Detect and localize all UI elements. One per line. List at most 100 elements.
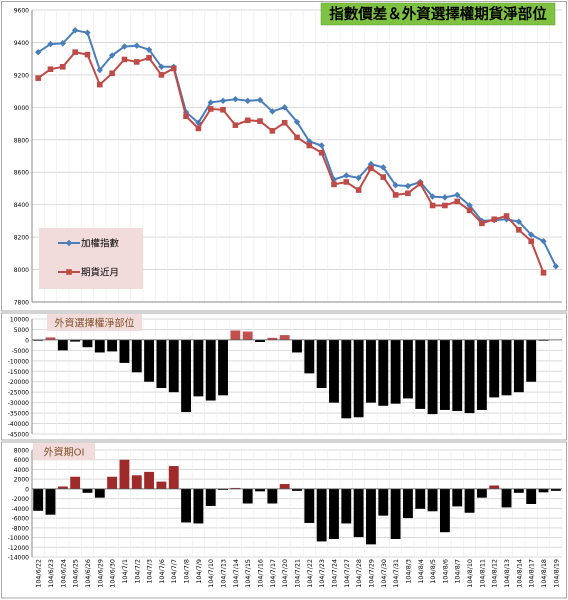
- date-tick-label: 104/7/14: [232, 559, 240, 588]
- futures-point: [318, 149, 325, 156]
- futures-point: [417, 180, 424, 187]
- legend-marker-1: [65, 239, 73, 247]
- price-tick-label: 7800: [14, 300, 29, 307]
- options-chart-frame: [1, 312, 567, 441]
- index-point: [367, 160, 375, 168]
- index-point: [404, 182, 412, 190]
- oi-chart-frame: [1, 441, 567, 599]
- futures-point: [195, 125, 202, 132]
- oi-bar: [329, 488, 339, 540]
- oi-tick-label: -4000: [12, 506, 30, 513]
- options-tick-label: -15000: [8, 369, 29, 376]
- oi-bar: [70, 476, 81, 489]
- futures-point: [392, 192, 399, 198]
- oi-bar: [501, 488, 512, 508]
- oi-bar: [341, 488, 352, 524]
- date-tick-label: 104/6/25: [72, 559, 80, 588]
- date-tick-label: 104/8/5: [429, 559, 437, 584]
- futures-point: [516, 227, 522, 233]
- futures-point: [72, 49, 78, 55]
- options-bar: [168, 339, 179, 393]
- options-bar: [82, 339, 93, 348]
- index-point: [219, 97, 227, 105]
- price-tick-label: 8800: [14, 137, 29, 144]
- futures-point: [343, 179, 350, 185]
- date-tick-label: 104/7/22: [306, 559, 314, 588]
- options-tick-label: -45000: [8, 432, 29, 439]
- oi-bar: [168, 466, 179, 489]
- oi-chart-title: 外資期OI: [44, 447, 85, 459]
- options-tick-label: -40000: [8, 421, 29, 428]
- oi-tick-label: 4000: [14, 467, 29, 474]
- futures-oi-chart: 8000 6000 4000 2000 0 -2000 -4000 -6000 -8000 -10…: [1, 441, 567, 599]
- futures-point: [479, 220, 485, 227]
- date-tick-label: 104/6/29: [96, 559, 104, 588]
- options-bar: [427, 339, 438, 415]
- date-tick-label: 104/8/7: [454, 559, 462, 584]
- price-tick-label: 9600: [14, 8, 29, 15]
- futures-point: [454, 198, 461, 205]
- options-bar: [476, 339, 487, 410]
- oi-bar: [538, 488, 549, 493]
- date-tick-label: 104/6/22: [35, 559, 43, 588]
- options-tick-label: -5000: [12, 348, 30, 355]
- price-chart: 7800 8000 8200 8400 8600 8800 9000 9200 9400 9600…: [1, 1, 567, 312]
- options-bar: [230, 330, 241, 340]
- date-tick-label: 104/7/23: [318, 559, 326, 588]
- options-bar: [304, 339, 315, 374]
- oi-bar: [218, 488, 228, 490]
- oi-bar: [304, 488, 315, 523]
- date-tick-label: 104/7/29: [367, 559, 375, 588]
- futures-point: [207, 106, 214, 112]
- options-bar: [390, 339, 401, 404]
- futures-point: [35, 75, 41, 81]
- oi-bar: [353, 488, 364, 538]
- options-bar: [107, 339, 118, 352]
- options-tick-label: -10000: [8, 358, 29, 365]
- oi-tick-label: 0: [25, 486, 29, 493]
- options-bar: [489, 339, 500, 398]
- futures-point: [540, 270, 547, 276]
- options-bar: [255, 339, 265, 342]
- options-bar: [353, 339, 364, 418]
- oi-bar: [476, 488, 487, 498]
- date-tick-label: 104/7/20: [281, 559, 289, 588]
- index-point: [121, 43, 128, 50]
- index-point: [96, 66, 103, 74]
- index-point: [84, 29, 91, 36]
- index-point: [256, 96, 264, 104]
- options-bar: [378, 339, 389, 406]
- date-tick-label: 104/7/9: [195, 559, 203, 584]
- date-tick-label: 104/7/7: [170, 559, 178, 584]
- options-tick-label: -20000: [8, 379, 29, 386]
- date-tick-label: 104/7/21: [294, 559, 302, 588]
- options-title-box: [47, 314, 142, 331]
- date-tick-label: 104/7/3: [146, 559, 154, 584]
- options-tick-label: 0: [25, 337, 29, 344]
- options-bar: [267, 337, 278, 340]
- oi-bar: [181, 488, 191, 523]
- oi-tick-label: 2000: [14, 477, 29, 484]
- oi-bar: [439, 488, 450, 533]
- options-bar: [57, 339, 68, 351]
- price-tick-label: 8400: [14, 202, 29, 209]
- oi-bar: [205, 488, 216, 506]
- options-bar: [131, 339, 142, 373]
- options-bar: [144, 339, 155, 382]
- oi-bar: [82, 488, 93, 493]
- date-tick-label: 104/7/24: [330, 559, 338, 588]
- legend-label-2: 期貨近月: [81, 267, 119, 279]
- futures-point: [170, 65, 177, 72]
- price-tick-label: 9000: [14, 105, 29, 112]
- futures-point: [331, 181, 337, 188]
- options-bar: [218, 339, 228, 396]
- oi-tick-label: -14000: [8, 555, 29, 562]
- index-point: [454, 191, 461, 199]
- price-tick-label: 8600: [14, 170, 29, 177]
- oi-tick-label: -12000: [8, 545, 29, 552]
- legend-label-1: 加權指數: [81, 238, 120, 250]
- oi-bar: [107, 476, 118, 489]
- options-bar: [156, 339, 167, 388]
- futures-point: [121, 56, 128, 63]
- futures-point: [491, 216, 498, 223]
